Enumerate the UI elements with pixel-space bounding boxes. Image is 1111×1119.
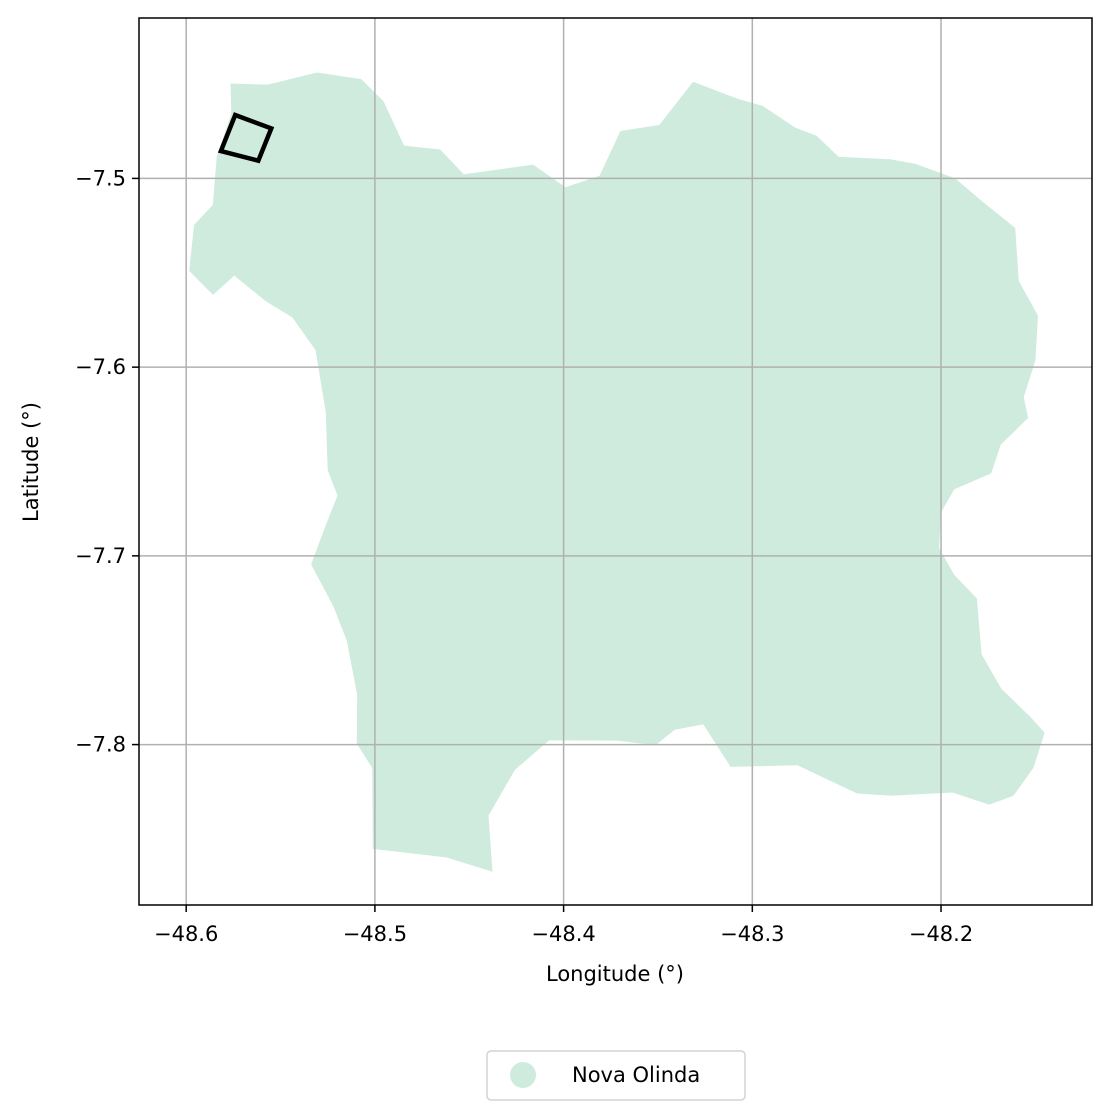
plot-frame: [138, 17, 1093, 906]
x-axis-ticks: −48.6 −48.5 −48.4 −48.3 −48.2: [154, 905, 973, 946]
y-tick-label: −7.7: [75, 544, 126, 568]
x-tick-label: −48.2: [909, 922, 973, 946]
y-axis-label: Latitude (°): [19, 402, 43, 522]
x-tick-label: −48.4: [531, 922, 595, 946]
y-tick-label: −7.5: [75, 166, 126, 190]
x-tick-label: −48.6: [154, 922, 218, 946]
legend-marker-nova-olinda: [510, 1062, 536, 1088]
highlight-box: [217, 112, 275, 164]
region-nova-olinda: [189, 72, 1045, 872]
legend: Nova Olinda: [486, 1050, 746, 1101]
y-tick-label: −7.6: [75, 355, 126, 379]
x-tick-label: −48.5: [343, 922, 407, 946]
region-layer: [189, 72, 1045, 872]
highlight-box-layer: [217, 112, 275, 164]
grid-layer: [139, 18, 1092, 905]
legend-label-nova-olinda: Nova Olinda: [572, 1063, 700, 1087]
x-tick-label: −48.3: [720, 922, 784, 946]
y-tick-label: −7.8: [75, 733, 126, 757]
y-axis-ticks: −7.5 −7.6 −7.7 −7.8: [75, 166, 139, 757]
legend-frame: [486, 1050, 746, 1101]
x-axis-label: Longitude (°): [546, 962, 684, 986]
